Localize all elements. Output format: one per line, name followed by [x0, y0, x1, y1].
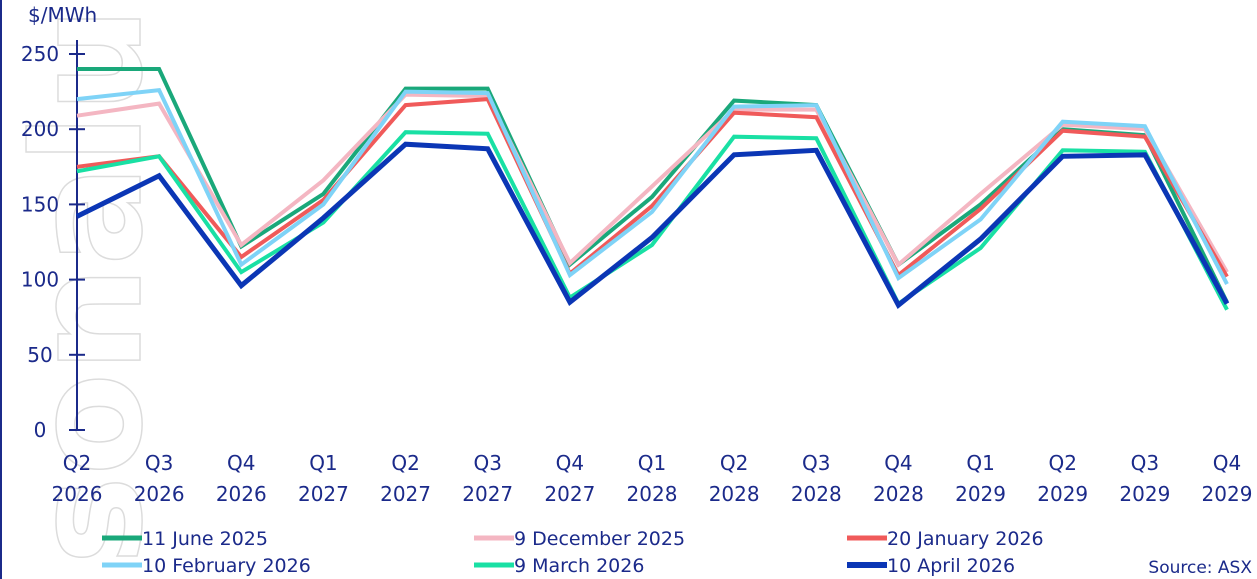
series-line: [75, 141, 1230, 310]
x-tick-label-quarter: Q4: [556, 451, 584, 475]
x-tick-label-quarter: Q1: [638, 451, 666, 475]
x-tick-label-year: 2027: [380, 482, 431, 506]
legend-label: 10 February 2026: [142, 555, 311, 577]
series-line: [76, 130, 1229, 311]
x-tick-label-year: 2027: [462, 482, 513, 506]
source-note: Source: ASX: [1148, 558, 1252, 578]
watermark-text: sonalus: [2, 0, 176, 565]
y-tick-label: 100: [21, 268, 59, 292]
x-tick-label-quarter: Q1: [309, 451, 337, 475]
x-tick-label-quarter: Q4: [1213, 451, 1241, 475]
x-tick-label-year: 2028: [709, 482, 760, 506]
x-tick-label-quarter: Q3: [802, 451, 830, 475]
x-tick-label-quarter: Q4: [884, 451, 912, 475]
series-line: [76, 92, 1229, 274]
x-tick-label-quarter: Q2: [63, 451, 91, 475]
series-lines: [75, 67, 1230, 311]
series-line: [76, 87, 1229, 286]
x-tick-label-year: 2026: [216, 482, 267, 506]
x-tick-label-quarter: Q1: [966, 451, 994, 475]
x-tick-label-year: 2027: [544, 482, 595, 506]
legend-label: 9 March 2026: [514, 555, 644, 577]
x-tick-label-quarter: Q2: [1048, 451, 1076, 475]
x-tick-label-year: 2028: [791, 482, 842, 506]
x-tick-label-year: 2029: [955, 482, 1006, 506]
y-tick-label: 250: [21, 42, 59, 66]
x-tick-label-year: 2026: [134, 482, 185, 506]
x-tick-label-quarter: Q2: [391, 451, 419, 475]
x-tick-label-quarter: Q3: [1131, 451, 1159, 475]
y-tick-label: 0: [34, 418, 47, 442]
axes: 0 50 100 150 200 250 Q2 2026 Q3 2026 Q4 2026 Q1 2027 Q…: [21, 40, 1253, 506]
left-border: [0, 0, 2, 579]
y-tick-label: 50: [27, 343, 52, 367]
y-tick-label: 150: [21, 192, 59, 216]
x-tick-label-year: 2026: [52, 482, 103, 506]
y-tick-label: 200: [21, 117, 59, 141]
x-tick-label-quarter: Q3: [145, 451, 173, 475]
legend-label: 9 December 2025: [514, 528, 685, 550]
watermark: sonalus: [1, 0, 177, 566]
x-tick-label-year: 2029: [1202, 482, 1253, 506]
y-axis-unit-label: $/MWh: [28, 3, 97, 27]
legend-label: 10 April 2026: [887, 555, 1015, 577]
x-tick-label-quarter: Q4: [227, 451, 255, 475]
legend: 11 June 2025 9 December 2025 20 January 20…: [102, 528, 1044, 577]
x-tick-label-quarter: Q3: [473, 451, 501, 475]
x-tick-label-year: 2028: [627, 482, 678, 506]
legend-label: 20 January 2026: [887, 528, 1044, 550]
x-tick-label-year: 2028: [873, 482, 924, 506]
x-tick-label-year: 2029: [1037, 482, 1088, 506]
legend-label: 11 June 2025: [142, 528, 268, 550]
x-tick-label-year: 2029: [1119, 482, 1170, 506]
x-tick-label-year: 2027: [298, 482, 349, 506]
x-tick-label-quarter: Q2: [720, 451, 748, 475]
